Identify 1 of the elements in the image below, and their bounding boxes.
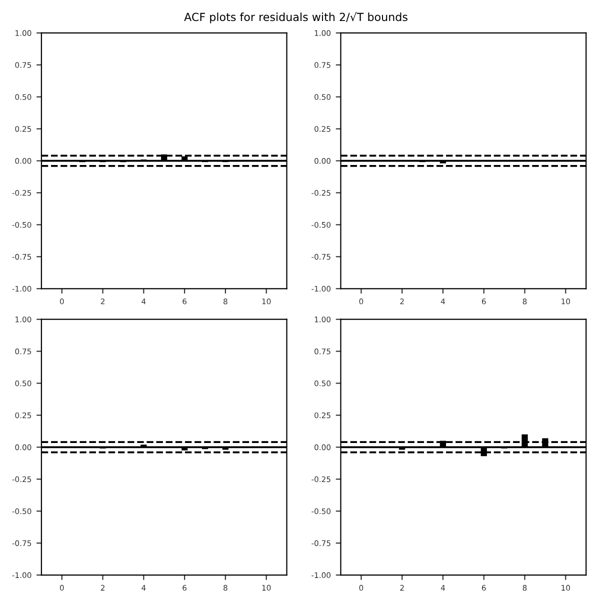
chart-title: ACF plots for residuals with 2/√T bounds <box>184 12 408 24</box>
